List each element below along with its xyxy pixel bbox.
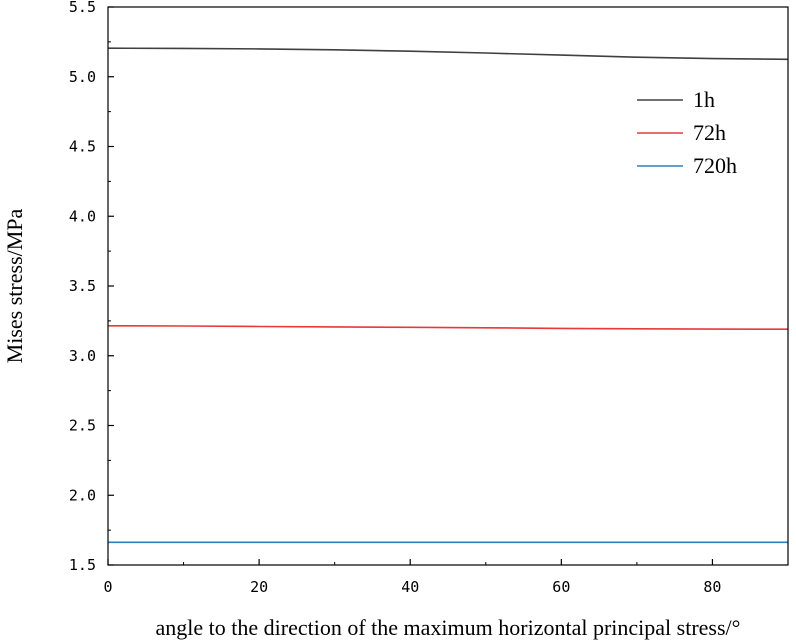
x-axis-ticks: 0 20 40 60 80 [103, 559, 721, 596]
x-tick-label: 20 [250, 578, 268, 596]
y-axis-title: Mises stress/MPa [2, 208, 27, 363]
series-line-72h [107, 324, 789, 331]
x-tick-label: 0 [103, 578, 112, 596]
y-tick-label: 3.5 [69, 277, 96, 295]
y-tick-label: 1.5 [69, 556, 96, 574]
series-line-1h [107, 47, 789, 61]
legend-label-1h: 1h [693, 87, 715, 112]
y-axis-ticks: 1.5 2.0 2.5 3.0 3.5 4.0 4.5 5.0 5.5 [69, 0, 114, 574]
x-tick-label: 80 [703, 578, 721, 596]
x-tick-label: 60 [552, 578, 570, 596]
legend: 1h 72h 720h [637, 87, 737, 178]
y-tick-label: 2.0 [69, 486, 96, 504]
series-lines [107, 47, 789, 544]
y-tick-label: 4.0 [69, 207, 96, 225]
y-tick-label: 5.0 [69, 68, 96, 86]
plot-frame [107, 6, 789, 566]
y-tick-label: 3.0 [69, 347, 96, 365]
x-axis-title: angle to the direction of the maximum ho… [156, 615, 741, 640]
legend-label-720h: 720h [693, 153, 737, 178]
y-tick-label: 2.5 [69, 417, 96, 435]
legend-label-72h: 72h [693, 120, 726, 145]
y-tick-label: 5.5 [69, 0, 96, 16]
y-tick-label: 4.5 [69, 138, 96, 156]
x-tick-label: 40 [401, 578, 419, 596]
